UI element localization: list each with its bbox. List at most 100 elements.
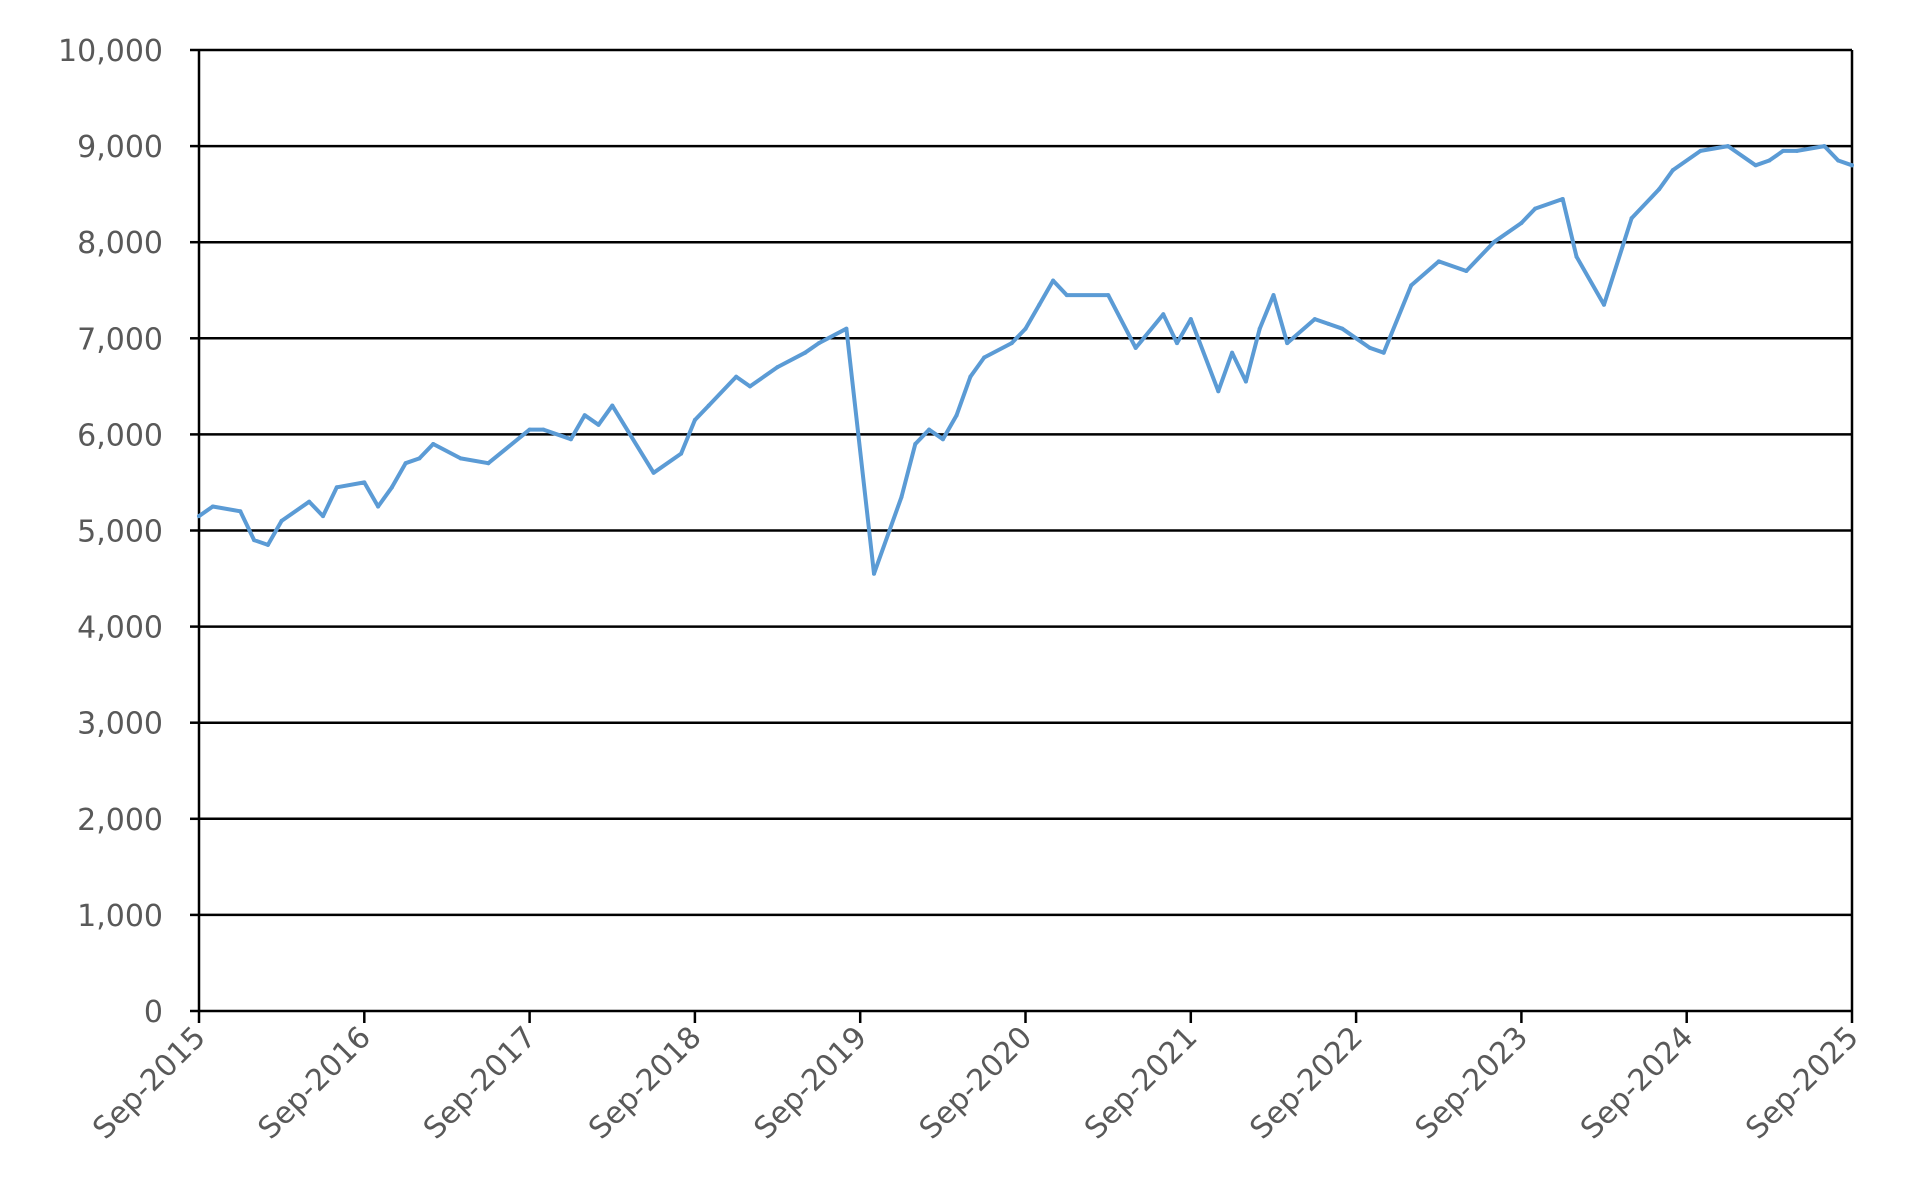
x-tick-label: Sep-2020 [913, 1020, 1039, 1146]
data-point [1230, 350, 1235, 355]
data-point [803, 350, 808, 355]
data-point [1574, 254, 1579, 259]
series-line [197, 144, 1854, 576]
y-tick-label: 2,000 [77, 803, 163, 838]
x-tick-label: Sep-2022 [1243, 1020, 1369, 1146]
data-point [1726, 144, 1730, 149]
data-point [1340, 326, 1345, 331]
y-tick-label: 3,000 [77, 707, 163, 742]
data-point [844, 326, 849, 331]
data-point [940, 437, 945, 442]
data-point [431, 442, 436, 446]
data-point [582, 413, 587, 418]
y-tick-label: 6,000 [77, 418, 163, 453]
data-point [376, 504, 381, 509]
data-point [1794, 148, 1799, 153]
data-point [954, 413, 959, 418]
data-point [1464, 269, 1469, 273]
data-point [1436, 259, 1441, 264]
data-point [1836, 158, 1841, 163]
y-axis-tick-labels: 0 1,000 2,000 3,000 4,000 5,000 6,000 7,000 8,00… [58, 34, 163, 1030]
data-point [1409, 283, 1414, 288]
data-point [1037, 302, 1042, 307]
data-point [1533, 206, 1538, 211]
data-point [1064, 293, 1069, 298]
data-point [265, 542, 270, 547]
data-point [527, 427, 532, 432]
x-tick-label: Sep-2015 [86, 1020, 212, 1146]
data-point [1670, 168, 1675, 173]
data-point [1698, 148, 1703, 153]
x-tick-label: Sep-2024 [1574, 1020, 1700, 1146]
data-point [1175, 341, 1179, 346]
x-tick-label: Sep-2016 [252, 1020, 378, 1146]
data-point [1161, 312, 1166, 317]
data-point [238, 509, 243, 514]
x-tick-label: Sep-2019 [747, 1020, 873, 1146]
data-point [927, 427, 932, 432]
data-point [417, 456, 422, 461]
data-point [1188, 317, 1193, 322]
data-point [1560, 197, 1565, 201]
data-point [1051, 278, 1056, 283]
y-tick-label: 10,000 [58, 34, 163, 69]
data-point [1216, 389, 1221, 394]
data-point [197, 514, 201, 519]
data-point [1023, 326, 1028, 331]
data-point [734, 374, 739, 379]
x-tick-label: Sep-2017 [417, 1020, 543, 1146]
data-point [1781, 148, 1786, 153]
data-point [1009, 341, 1014, 346]
data-point [899, 494, 904, 499]
data-point [596, 422, 601, 427]
data-point [1767, 158, 1772, 163]
series-layer [197, 144, 1854, 576]
data-point [982, 355, 987, 360]
data-point [1257, 326, 1262, 331]
y-tick-label: 4,000 [77, 611, 163, 646]
data-point [389, 485, 394, 490]
data-point [610, 403, 615, 408]
x-tick-label: Sep-2018 [582, 1020, 708, 1146]
data-point [1491, 240, 1496, 245]
gridlines [190, 48, 1852, 1013]
data-point [913, 442, 918, 446]
data-point [1602, 302, 1606, 307]
x-tick-label: Sep-2023 [1409, 1020, 1535, 1146]
y-tick-label: 8,000 [77, 226, 163, 261]
y-tick-label: 0 [144, 995, 163, 1030]
data-point [1629, 216, 1634, 221]
data-point [210, 504, 215, 509]
data-point [968, 374, 973, 379]
data-point [403, 461, 408, 466]
data-point [1326, 321, 1331, 326]
y-tick-label: 5,000 [77, 515, 163, 550]
x-axis-tick-labels: Sep-2015 Sep-2016 Sep-2017 Sep-2018 Sep-2019… [86, 1020, 1865, 1146]
data-point [816, 341, 821, 346]
data-point [279, 518, 284, 523]
data-point [321, 514, 325, 519]
x-tick-label: Sep-2021 [1078, 1020, 1204, 1146]
data-point [1354, 336, 1359, 341]
data-point [486, 461, 491, 466]
data-point [692, 418, 697, 422]
data-point [1850, 163, 1854, 168]
data-point [1519, 221, 1524, 225]
data-point [1133, 345, 1138, 350]
data-point [748, 384, 752, 389]
data-point [1367, 345, 1372, 350]
data-point [1822, 144, 1827, 149]
data-point [775, 365, 780, 370]
y-tick-label: 9,000 [77, 130, 163, 165]
data-point [458, 456, 463, 461]
data-point [568, 437, 573, 442]
data-point [1312, 317, 1317, 322]
data-point [1381, 350, 1386, 355]
y-tick-label: 1,000 [77, 899, 163, 934]
data-point [706, 403, 711, 408]
data-point [362, 480, 367, 485]
data-point [1285, 341, 1290, 346]
y-tick-label: 7,000 [77, 322, 163, 357]
